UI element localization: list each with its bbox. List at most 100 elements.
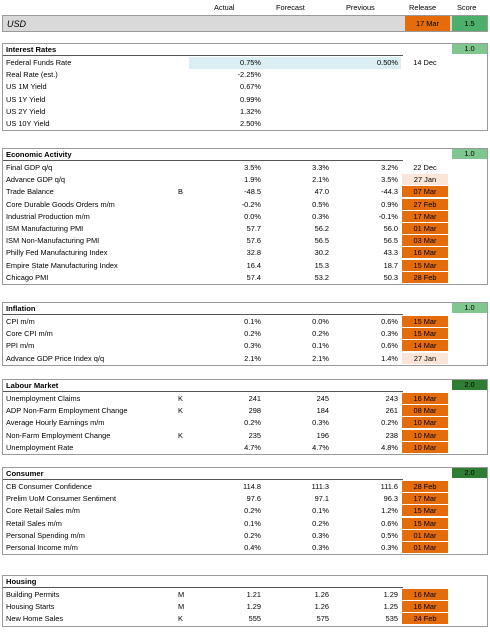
actual-value: 2.50% <box>240 119 261 128</box>
section-inflation: Inflation 1.0 CPI m/m 0.1% 0.0% 0.6% 15 Mar Cor… <box>2 302 488 366</box>
table-row: US 1M Yield 0.67% <box>3 81 487 93</box>
release-date: 17 Mar <box>402 210 448 222</box>
actual-value: 235 <box>248 430 261 440</box>
forecast-value: 0.0% <box>312 317 329 326</box>
forecast-value: 2.1% <box>312 353 329 363</box>
forecast-value: 0.1% <box>312 506 329 516</box>
table-row: PPI m/m 0.3% 0.1% 0.6% 14 Mar <box>3 340 487 352</box>
actual-value: 0.2% <box>244 506 261 516</box>
section-divider <box>3 160 403 161</box>
forecast-value: 97.1 <box>314 494 329 504</box>
table-row: Empire State Manufacturing Index 16.4 15.3… <box>3 259 487 272</box>
release-date: 01 Mar <box>402 529 448 541</box>
table-row: ISM Non-Manufacturing PMI 57.6 56.5 56.5 03 … <box>3 235 487 247</box>
release-date: 27 Feb <box>402 198 448 210</box>
release-date: 16 Mar <box>402 393 448 404</box>
indicator-label: Trade Balance <box>6 187 54 197</box>
previous-value: 0.3% <box>381 543 398 552</box>
previous-value: 56.0 <box>383 224 398 233</box>
table-row: Advance GDP q/q 1.9% 2.1% 3.5% 27 Jan <box>3 174 487 186</box>
previous-value: -44.3 <box>381 187 398 197</box>
forecast-value: 0.1% <box>312 341 329 351</box>
actual-value: 1.21 <box>246 590 261 599</box>
table-row: Core CPI m/m 0.2% 0.2% 0.3% 15 Mar <box>3 328 487 340</box>
previous-value: 3.2% <box>381 163 398 172</box>
section-divider <box>3 479 403 480</box>
forecast-value: 56.5 <box>314 236 329 246</box>
actual-value: 0.0% <box>244 211 261 221</box>
section-divider <box>3 55 403 56</box>
unit-label: K <box>178 394 183 403</box>
release-date: 28 Feb <box>402 271 448 283</box>
section-score: 1.0 <box>452 44 487 54</box>
indicator-label: Advance GDP Price Index q/q <box>6 353 105 363</box>
release-date: 27 Jan <box>402 174 448 186</box>
indicator-label: US 2Y Yield <box>6 106 46 116</box>
actual-value: 0.2% <box>244 329 261 339</box>
actual-value: 114.8 <box>243 482 261 491</box>
previous-value: 50.3 <box>383 272 398 282</box>
indicator-label: CPI m/m <box>6 317 35 326</box>
table-row: Average Hourly Earnings m/m 0.2% 0.3% 0.2% 1… <box>3 417 487 429</box>
indicator-label: Retail Sales m/m <box>6 518 62 528</box>
previous-value: 261 <box>385 406 398 416</box>
actual-value: 298 <box>248 406 261 416</box>
forecast-value: 184 <box>316 406 329 416</box>
actual-value: 1.9% <box>244 175 261 185</box>
previous-value: 0.6% <box>381 317 398 326</box>
previous-value: 0.2% <box>381 418 398 428</box>
release-date: 07 Mar <box>402 186 448 198</box>
indicator-label: New Home Sales <box>6 614 64 624</box>
indicator-label: Industrial Production m/m <box>6 211 90 221</box>
table-row: Building Permits M 1.21 1.26 1.29 16 Mar <box>3 589 487 601</box>
table-row: US 10Y Yield 2.50% <box>3 118 487 130</box>
release-date: 01 Mar <box>402 223 448 234</box>
previous-value: 0.50% <box>377 58 398 67</box>
previous-value: 1.2% <box>381 506 398 516</box>
previous-value: 0.5% <box>381 530 398 540</box>
column-header: Actual Forecast Previous Release Score <box>0 0 490 14</box>
indicator-label: PPI m/m <box>6 341 35 351</box>
table-row: US 2Y Yield 1.32% <box>3 106 487 118</box>
indicator-label: Unemployment Claims <box>6 394 81 403</box>
section-title: Economic Activity <box>6 150 72 159</box>
section-divider <box>3 391 403 392</box>
actual-value: 1.32% <box>240 106 261 116</box>
section-score: 2.0 <box>452 380 487 390</box>
table-row: Non-Farm Employment Change K 235 196 238 10 M… <box>3 429 487 442</box>
release-date: 14 Mar <box>402 340 448 352</box>
section-title: Consumer <box>6 469 44 478</box>
previous-value: -0.1% <box>378 211 398 221</box>
section-interest-rates: Interest Rates 1.0 Federal Funds Rate 0.75%… <box>2 43 488 132</box>
previous-value: 238 <box>385 430 398 440</box>
indicator-label: Core Retail Sales m/m <box>6 506 80 516</box>
table-row: Industrial Production m/m 0.0% 0.3% -0.1% 17… <box>3 210 487 223</box>
unit-label: M <box>178 590 185 599</box>
unit-label: K <box>178 614 183 624</box>
indicator-label: Final GDP q/q <box>6 163 53 172</box>
actual-value: 0.1% <box>244 317 261 326</box>
release-date: 03 Mar <box>402 235 448 247</box>
currency-name: USD <box>7 19 27 29</box>
indicator-label: ISM Manufacturing PMI <box>6 224 84 233</box>
actual-value: 1.29 <box>246 602 261 612</box>
indicator-label: Chicago PMI <box>6 272 49 282</box>
forecast-value: 0.3% <box>312 543 329 552</box>
table-row: New Home Sales K 555 575 535 24 Feb <box>3 613 487 625</box>
table-row: Unemployment Rate 4.7% 4.7% 4.8% 10 Mar <box>3 441 487 454</box>
previous-value: 96.3 <box>383 494 398 504</box>
indicator-label: Federal Funds Rate <box>6 58 72 67</box>
actual-value: -2.25% <box>237 70 261 80</box>
table-row: ADP Non-Farm Employment Change K 298 184 261… <box>3 405 487 417</box>
actual-value: 0.2% <box>244 418 261 428</box>
release-date: 27 Jan <box>402 352 448 364</box>
actual-value: 3.5% <box>244 163 261 172</box>
forecast-value: 196 <box>316 430 329 440</box>
forecast-value: 30.2 <box>314 248 329 258</box>
previous-value: 43.3 <box>383 248 398 258</box>
actual-value: 57.6 <box>246 236 261 246</box>
forecast-value: 47.0 <box>314 187 329 197</box>
forecast-value: 0.3% <box>312 530 329 540</box>
release-date <box>402 94 448 105</box>
table-row: Personal Income m/m 0.4% 0.3% 0.3% 01 Mar <box>3 542 487 554</box>
